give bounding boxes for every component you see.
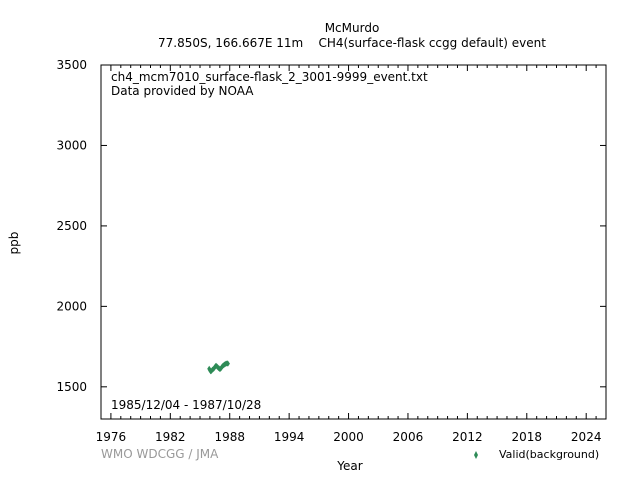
credit-text: WMO WDCGG / JMA: [101, 447, 219, 461]
x-tick-label: 2018: [512, 430, 543, 444]
legend-label: Valid(background): [499, 448, 599, 461]
y-tick-label: 2000: [56, 299, 87, 313]
file-annotation: ch4_mcm7010_surface-flask_2_3001-9999_ev…: [111, 70, 428, 84]
data-point: [225, 360, 230, 367]
y-tick-label: 2500: [56, 219, 87, 233]
y-tick-label: 3000: [56, 138, 87, 152]
x-tick-label: 2012: [452, 430, 483, 444]
plot-frame: [100, 64, 607, 420]
x-tick-label: 1982: [155, 430, 186, 444]
axes: 1500 2000 2500 3000 3500 1976 1982 1988 1994 2000…: [56, 58, 607, 444]
period-annotation: 1985/12/04 - 1987/10/28: [111, 398, 261, 412]
provider-annotation: Data provided by NOAA: [111, 84, 254, 98]
legend: Valid(background): [474, 448, 599, 461]
legend-marker: [474, 451, 478, 459]
y-axis-label: ppb: [7, 232, 21, 255]
x-tick-label: 2006: [393, 430, 424, 444]
chart-subtitle: 77.850S, 166.667E 11m CH4(surface-flask …: [158, 36, 546, 50]
x-tick-label: 1988: [214, 430, 245, 444]
y-tick-label: 3500: [56, 58, 87, 72]
x-axis-label: Year: [336, 459, 362, 473]
chart-title: McMurdo: [325, 21, 380, 35]
x-tick-label: 1994: [274, 430, 305, 444]
x-tick-label: 1976: [96, 430, 127, 444]
x-tick-label: 2000: [333, 430, 364, 444]
y-tick-label: 1500: [56, 380, 87, 394]
x-tick-label: 2024: [571, 430, 602, 444]
data-points: [207, 360, 230, 375]
